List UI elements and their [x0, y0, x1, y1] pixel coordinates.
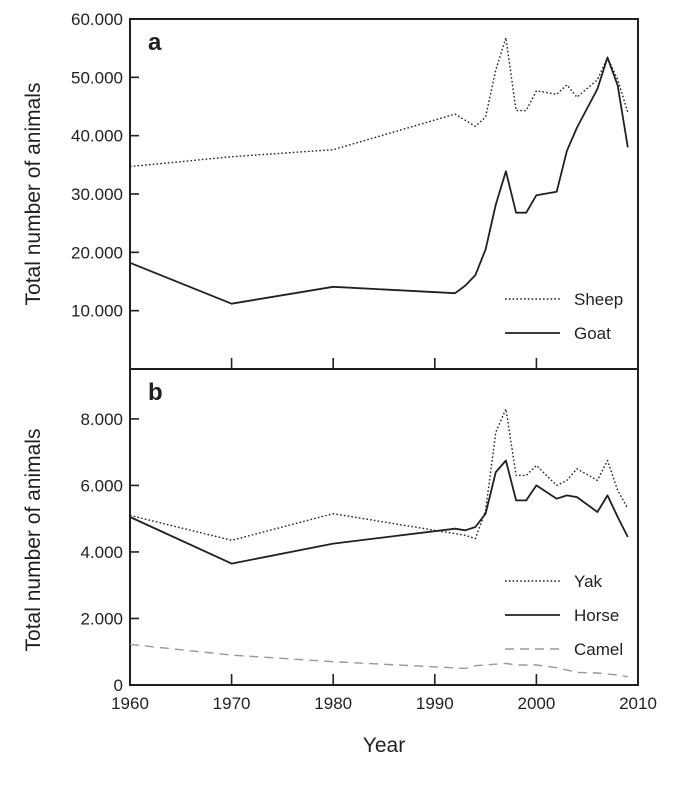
legend-label-goat: Goat — [574, 324, 611, 343]
panel-b-y-axis-title: Total number of animals — [22, 429, 45, 652]
x-tick-label: 1970 — [213, 694, 251, 713]
y-tick-label: 30.000 — [71, 185, 123, 204]
y-tick-label: 4.000 — [80, 543, 123, 562]
x-tick-label: 2000 — [517, 694, 555, 713]
panel-a-series — [129, 37, 629, 305]
y-tick-label: 6.000 — [80, 476, 123, 495]
panel-b-letter: b — [148, 379, 163, 406]
panel-b-y-ticks: 0 2.000 4.000 6.000 8.000 — [80, 410, 139, 695]
panel-a-y-ticks: 10.000 20.000 30.000 40.000 50.000 60.000 — [71, 10, 139, 321]
y-tick-label: 40.000 — [71, 127, 123, 146]
series-line-goat — [129, 56, 629, 305]
series-line-horse — [129, 459, 629, 565]
y-tick-label: 50.000 — [71, 68, 123, 87]
y-tick-label: 8.000 — [80, 410, 123, 429]
y-tick-label: 0 — [114, 676, 123, 695]
series-line-yak — [129, 408, 629, 541]
series-line-camel — [129, 643, 628, 678]
x-tick-label: 1980 — [314, 694, 352, 713]
legend-label-camel: Camel — [574, 640, 623, 659]
panel-b-x-ticks: 1960 1970 1980 1990 2000 2010 — [111, 674, 657, 713]
y-tick-label: 60.000 — [71, 10, 123, 29]
y-tick-label: 2.000 — [80, 609, 123, 628]
x-tick-label: 2010 — [619, 694, 657, 713]
legend-label-yak: Yak — [574, 572, 603, 591]
x-tick-label: 1960 — [111, 694, 149, 713]
panel-a-legend: Sheep Goat — [505, 290, 623, 343]
panel-a-letter: a — [148, 29, 162, 56]
panel-b-series — [129, 408, 629, 678]
panel-a: a Total number of animals 10.000 20.000 30… — [22, 10, 639, 370]
x-tick-label: 1990 — [416, 694, 454, 713]
y-tick-label: 10.000 — [71, 302, 123, 321]
series-line-sheep — [129, 37, 629, 168]
panel-a-frame — [129, 18, 639, 370]
panel-b-frame — [129, 368, 639, 686]
panel-b-legend: Yak Horse Camel — [505, 572, 623, 659]
panel-a-x-ticks — [230, 358, 538, 369]
legend-label-sheep: Sheep — [574, 290, 623, 309]
x-axis-title: Year — [363, 734, 405, 757]
panel-a-y-axis-title: Total number of animals — [22, 83, 45, 306]
y-tick-label: 20.000 — [71, 243, 123, 262]
panel-b: b Total number of animals 0 2.000 4.000 6.0… — [22, 368, 657, 757]
legend-label-horse: Horse — [574, 606, 619, 625]
